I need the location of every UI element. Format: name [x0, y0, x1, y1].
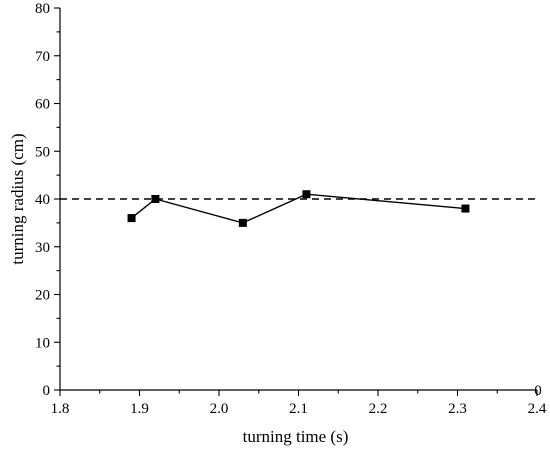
series — [127, 190, 470, 227]
x-tick-label: 2.1 — [289, 401, 308, 417]
x-axis-title: turning time (s) — [243, 427, 349, 446]
data-point — [461, 204, 470, 213]
x-tick-label: 2.2 — [369, 401, 388, 417]
data-point — [127, 214, 136, 223]
data-point — [151, 195, 160, 203]
y-tick-label: 20 — [35, 288, 50, 304]
corner-label: 0 — [534, 383, 542, 399]
axes — [59, 8, 537, 391]
x-tick-label: 2.4 — [528, 401, 547, 417]
y-axis-title: turning radius (cm) — [8, 133, 27, 264]
y-tick-label: 10 — [35, 335, 50, 351]
ticks: 1.8 1.9 2.0 2.1 2.2 2.3 2.4 0 10 20 30 40 50 60 70 80 — [35, 1, 547, 417]
x-tick-label: 2.0 — [210, 401, 229, 417]
y-tick-label: 30 — [35, 240, 50, 256]
y-tick-label: 50 — [35, 144, 50, 160]
y-tick-label: 80 — [35, 1, 50, 17]
data-point — [238, 218, 247, 227]
x-tick-label: 2.3 — [448, 401, 467, 417]
y-tick-label: 60 — [35, 97, 50, 113]
x-tick-label: 1.9 — [130, 401, 149, 417]
x-tick-label: 1.8 — [51, 401, 70, 417]
data-point — [302, 190, 311, 199]
y-tick-label: 70 — [35, 49, 50, 65]
y-tick-label: 0 — [43, 383, 51, 399]
y-tick-label: 40 — [35, 192, 50, 208]
